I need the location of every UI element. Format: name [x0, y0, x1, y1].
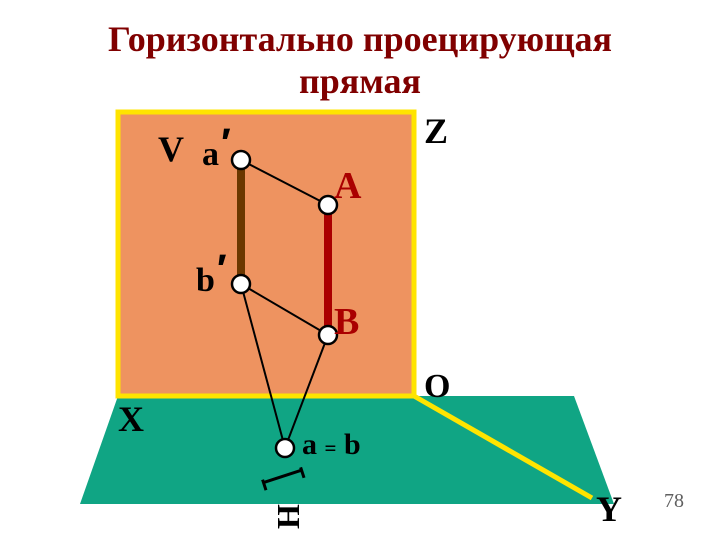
label-H: H: [270, 504, 307, 529]
label-bp: b′: [196, 254, 225, 301]
label-V: V: [158, 128, 184, 170]
label-ab: a = b: [302, 428, 361, 462]
label-B: B: [334, 300, 359, 344]
label-O: O: [424, 368, 450, 406]
label-X: X: [118, 398, 144, 440]
diagram-stage: { "title": { "line1": "Горизонтально про…: [0, 0, 720, 540]
label-A: A: [334, 164, 361, 208]
label-Z: Z: [424, 110, 448, 152]
label-ap: a′: [202, 128, 229, 175]
label-Y: Y: [596, 488, 622, 530]
page-number: 78: [664, 490, 684, 513]
